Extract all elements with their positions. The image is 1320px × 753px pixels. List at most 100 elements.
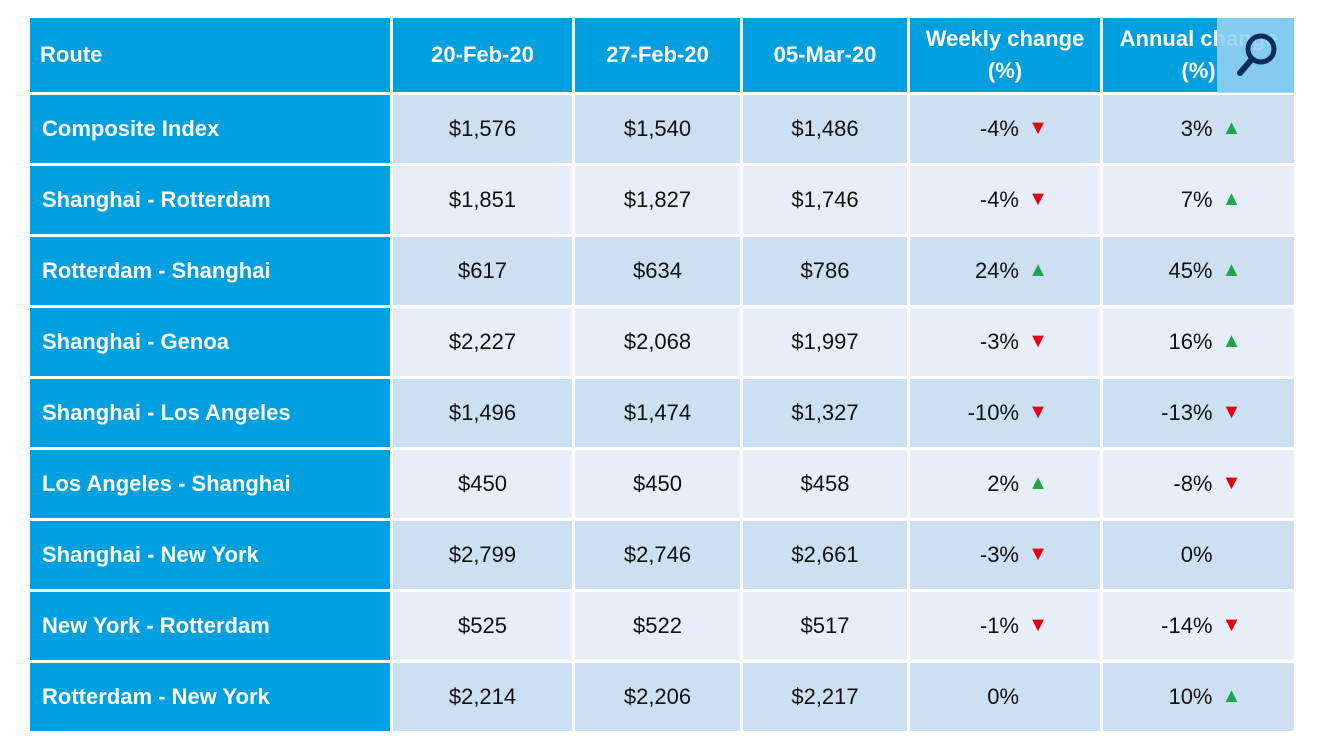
change-cell: 0% bbox=[910, 663, 1100, 731]
rate-cell: $634 bbox=[575, 237, 740, 305]
rate-cell: $2,068 bbox=[575, 308, 740, 376]
change-value: 2% bbox=[987, 471, 1019, 496]
route-cell: Shanghai - New York bbox=[30, 521, 390, 589]
route-cell: Shanghai - Rotterdam bbox=[30, 166, 390, 234]
table-row: Shanghai - Rotterdam $1,851 $1,827 $1,746 -4… bbox=[30, 166, 1294, 234]
route-cell: Shanghai - Genoa bbox=[30, 308, 390, 376]
rate-cell: $2,214 bbox=[393, 663, 572, 731]
rate-cell: $617 bbox=[393, 237, 572, 305]
change-value: 10% bbox=[1168, 684, 1213, 709]
change-value: -8% bbox=[1173, 471, 1213, 496]
table-body: Composite Index $1,576 $1,540 $1,486 -4% ▼ 3% ▲… bbox=[30, 95, 1294, 731]
rate-cell: $1,496 bbox=[393, 379, 572, 447]
change-cell: -8% ▼ bbox=[1103, 450, 1294, 518]
column-header: 27-Feb-20 bbox=[575, 18, 740, 92]
rate-cell: $1,327 bbox=[743, 379, 907, 447]
change-cell: 3% ▲ bbox=[1103, 95, 1294, 163]
table-row: New York - Rotterdam $525 $522 $517 -1% ▼ -14%… bbox=[30, 592, 1294, 660]
change-value: -3% bbox=[979, 329, 1019, 354]
rate-cell: $1,827 bbox=[575, 166, 740, 234]
rate-cell: $2,206 bbox=[575, 663, 740, 731]
trend-arrow: ▼ bbox=[1221, 472, 1242, 494]
trend-arrow: ▼ bbox=[1028, 330, 1048, 352]
trend-arrow: ▲ bbox=[1028, 472, 1048, 494]
header-row: Route 20-Feb-20 27-Feb-20 05-Mar-20 Weekly c… bbox=[30, 18, 1294, 92]
rate-cell: $1,851 bbox=[393, 166, 572, 234]
change-cell: 2% ▲ bbox=[910, 450, 1100, 518]
trend-arrow: ▲ bbox=[1221, 117, 1242, 139]
change-cell: 16% ▲ bbox=[1103, 308, 1294, 376]
rate-cell: $525 bbox=[393, 592, 572, 660]
trend-arrow: ▼ bbox=[1028, 614, 1048, 636]
change-cell: 0% bbox=[1103, 521, 1294, 589]
trend-arrow: ▲ bbox=[1221, 188, 1242, 210]
change-cell: 45% ▲ bbox=[1103, 237, 1294, 305]
trend-arrow: ▼ bbox=[1221, 614, 1242, 636]
rate-cell: $2,217 bbox=[743, 663, 907, 731]
change-cell: -4% ▼ bbox=[910, 166, 1100, 234]
trend-arrow: ▼ bbox=[1028, 543, 1048, 565]
change-value: -3% bbox=[979, 542, 1019, 567]
rate-cell: $458 bbox=[743, 450, 907, 518]
rate-cell: $1,576 bbox=[393, 95, 572, 163]
rate-table: Route 20-Feb-20 27-Feb-20 05-Mar-20 Weekly c… bbox=[27, 15, 1297, 734]
rate-cell: $2,227 bbox=[393, 308, 572, 376]
rate-cell: $1,746 bbox=[743, 166, 907, 234]
change-value: 45% bbox=[1168, 258, 1213, 283]
rate-cell: $1,474 bbox=[575, 379, 740, 447]
route-cell: Los Angeles - Shanghai bbox=[30, 450, 390, 518]
search-icon bbox=[1237, 33, 1277, 76]
change-value: 7% bbox=[1180, 187, 1213, 212]
trend-arrow: ▲ bbox=[1221, 259, 1242, 281]
rate-cell: $450 bbox=[393, 450, 572, 518]
change-value: 16% bbox=[1168, 329, 1213, 354]
change-value: 0% bbox=[1180, 542, 1213, 567]
change-value: -1% bbox=[979, 613, 1019, 638]
change-value: -14% bbox=[1161, 613, 1213, 638]
trend-arrow: ▲ bbox=[1221, 685, 1242, 707]
change-cell: 10% ▲ bbox=[1103, 663, 1294, 731]
change-value: -4% bbox=[979, 116, 1019, 141]
table-row: Shanghai - New York $2,799 $2,746 $2,661 -3%… bbox=[30, 521, 1294, 589]
rate-cell: $2,799 bbox=[393, 521, 572, 589]
column-header: 05-Mar-20 bbox=[743, 18, 907, 92]
change-cell: -3% ▼ bbox=[910, 308, 1100, 376]
rate-cell: $2,661 bbox=[743, 521, 907, 589]
rate-cell: $786 bbox=[743, 237, 907, 305]
rate-cell: $2,746 bbox=[575, 521, 740, 589]
change-cell: 7% ▲ bbox=[1103, 166, 1294, 234]
change-cell: -3% ▼ bbox=[910, 521, 1100, 589]
change-value: 0% bbox=[987, 684, 1019, 709]
table-row: Rotterdam - Shanghai $617 $634 $786 24% ▲ 45% ▲ bbox=[30, 237, 1294, 305]
change-value: 3% bbox=[1180, 116, 1213, 141]
table-row: Shanghai - Genoa $2,227 $2,068 $1,997 -3% ▼ 16… bbox=[30, 308, 1294, 376]
trend-arrow: ▲ bbox=[1221, 330, 1242, 352]
route-cell: Rotterdam - Shanghai bbox=[30, 237, 390, 305]
rate-cell: $1,486 bbox=[743, 95, 907, 163]
route-cell: Composite Index bbox=[30, 95, 390, 163]
trend-arrow: ▼ bbox=[1028, 117, 1048, 139]
change-value: 24% bbox=[974, 258, 1019, 283]
table-row: Rotterdam - New York $2,214 $2,206 $2,217 0%… bbox=[30, 663, 1294, 731]
trend-arrow: ▼ bbox=[1028, 401, 1048, 423]
change-value: -4% bbox=[979, 187, 1019, 212]
table-row: Composite Index $1,576 $1,540 $1,486 -4% ▼ 3% ▲ bbox=[30, 95, 1294, 163]
change-cell: 24% ▲ bbox=[910, 237, 1100, 305]
rate-cell: $1,997 bbox=[743, 308, 907, 376]
rate-cell: $517 bbox=[743, 592, 907, 660]
change-cell: -4% ▼ bbox=[910, 95, 1100, 163]
trend-arrow: ▲ bbox=[1028, 259, 1048, 281]
column-header: Weekly change (%) bbox=[910, 18, 1100, 92]
rate-cell: $522 bbox=[575, 592, 740, 660]
change-cell: -13% ▼ bbox=[1103, 379, 1294, 447]
rate-cell: $450 bbox=[575, 450, 740, 518]
route-cell: Shanghai - Los Angeles bbox=[30, 379, 390, 447]
change-cell: -14% ▼ bbox=[1103, 592, 1294, 660]
search-button[interactable] bbox=[1217, 18, 1294, 93]
route-cell: New York - Rotterdam bbox=[30, 592, 390, 660]
route-cell: Rotterdam - New York bbox=[30, 663, 390, 731]
table-row: Los Angeles - Shanghai $450 $450 $458 2% ▲ -8%… bbox=[30, 450, 1294, 518]
change-cell: -10% ▼ bbox=[910, 379, 1100, 447]
trend-arrow: ▼ bbox=[1221, 401, 1242, 423]
